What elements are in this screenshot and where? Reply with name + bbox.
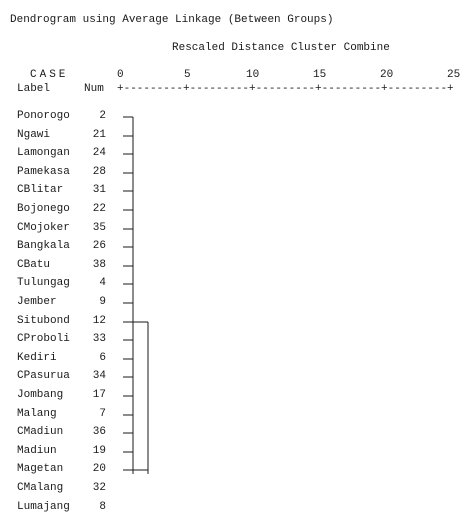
dendrogram-tree — [123, 116, 149, 474]
tick-label-25: 25 — [447, 69, 461, 81]
dendrogram-title: Dendrogram using Average Linkage (Betwee… — [10, 14, 334, 26]
case-number: 6 — [99, 352, 106, 364]
case-number: 4 — [99, 277, 106, 289]
num-column-header: Num — [84, 83, 104, 95]
case-label: CProboli — [17, 333, 70, 345]
tick-label-5: 5 — [184, 69, 191, 81]
case-number: 36 — [92, 426, 106, 438]
case-number: 32 — [92, 482, 106, 494]
case-number: 21 — [92, 129, 106, 141]
axis-subtitle: Rescaled Distance Cluster Combine — [172, 42, 390, 54]
case-label: Ngawi — [17, 129, 51, 141]
case-header: CASE — [30, 69, 69, 81]
case-label: Malang — [17, 408, 57, 420]
case-label: Situbond — [17, 315, 70, 327]
case-label: Lumajang — [17, 501, 70, 513]
case-label: Kediri — [17, 352, 57, 364]
case-number: 7 — [99, 408, 106, 420]
case-label: CMadiun — [17, 426, 64, 438]
case-number: 24 — [92, 147, 106, 159]
case-label: Ponorogo — [17, 110, 70, 122]
case-number: 34 — [92, 370, 106, 382]
case-label: CMojoker — [17, 222, 70, 234]
case-label: Tulungag — [17, 277, 70, 289]
case-number: 2 — [99, 110, 106, 122]
case-number: 33 — [92, 333, 106, 345]
case-number: 26 — [92, 240, 106, 252]
case-label: Jombang — [17, 389, 64, 401]
tick-label-15: 15 — [313, 69, 327, 81]
tick-label-0: 0 — [117, 69, 124, 81]
case-label: Bangkala — [17, 240, 70, 252]
tick-label-20: 20 — [380, 69, 394, 81]
case-label: CBlitar — [17, 184, 64, 196]
case-label: Magetan — [17, 463, 64, 475]
case-number: 20 — [92, 463, 106, 475]
distance-ruler: +---------+---------+---------+---------… — [117, 83, 454, 95]
case-label: CPasurua — [17, 370, 70, 382]
case-number: 31 — [92, 184, 106, 196]
case-number: 8 — [99, 501, 106, 513]
case-number: 9 — [99, 296, 106, 308]
case-number: 35 — [92, 222, 106, 234]
case-label: Madiun — [17, 445, 57, 457]
case-number: 17 — [92, 389, 106, 401]
case-label: CMalang — [17, 482, 64, 494]
tick-label-10: 10 — [246, 69, 260, 81]
label-column-header: Label — [17, 83, 51, 95]
case-label: Pamekasa — [17, 166, 70, 178]
case-number: 19 — [92, 445, 106, 457]
case-number: 38 — [92, 259, 106, 271]
case-number: 28 — [92, 166, 106, 178]
case-label: Lamongan — [17, 147, 70, 159]
case-label: Jember — [17, 296, 57, 308]
case-label: CBatu — [17, 259, 51, 271]
case-number: 12 — [92, 315, 106, 327]
case-label: Bojonego — [17, 203, 70, 215]
case-number: 22 — [92, 203, 106, 215]
